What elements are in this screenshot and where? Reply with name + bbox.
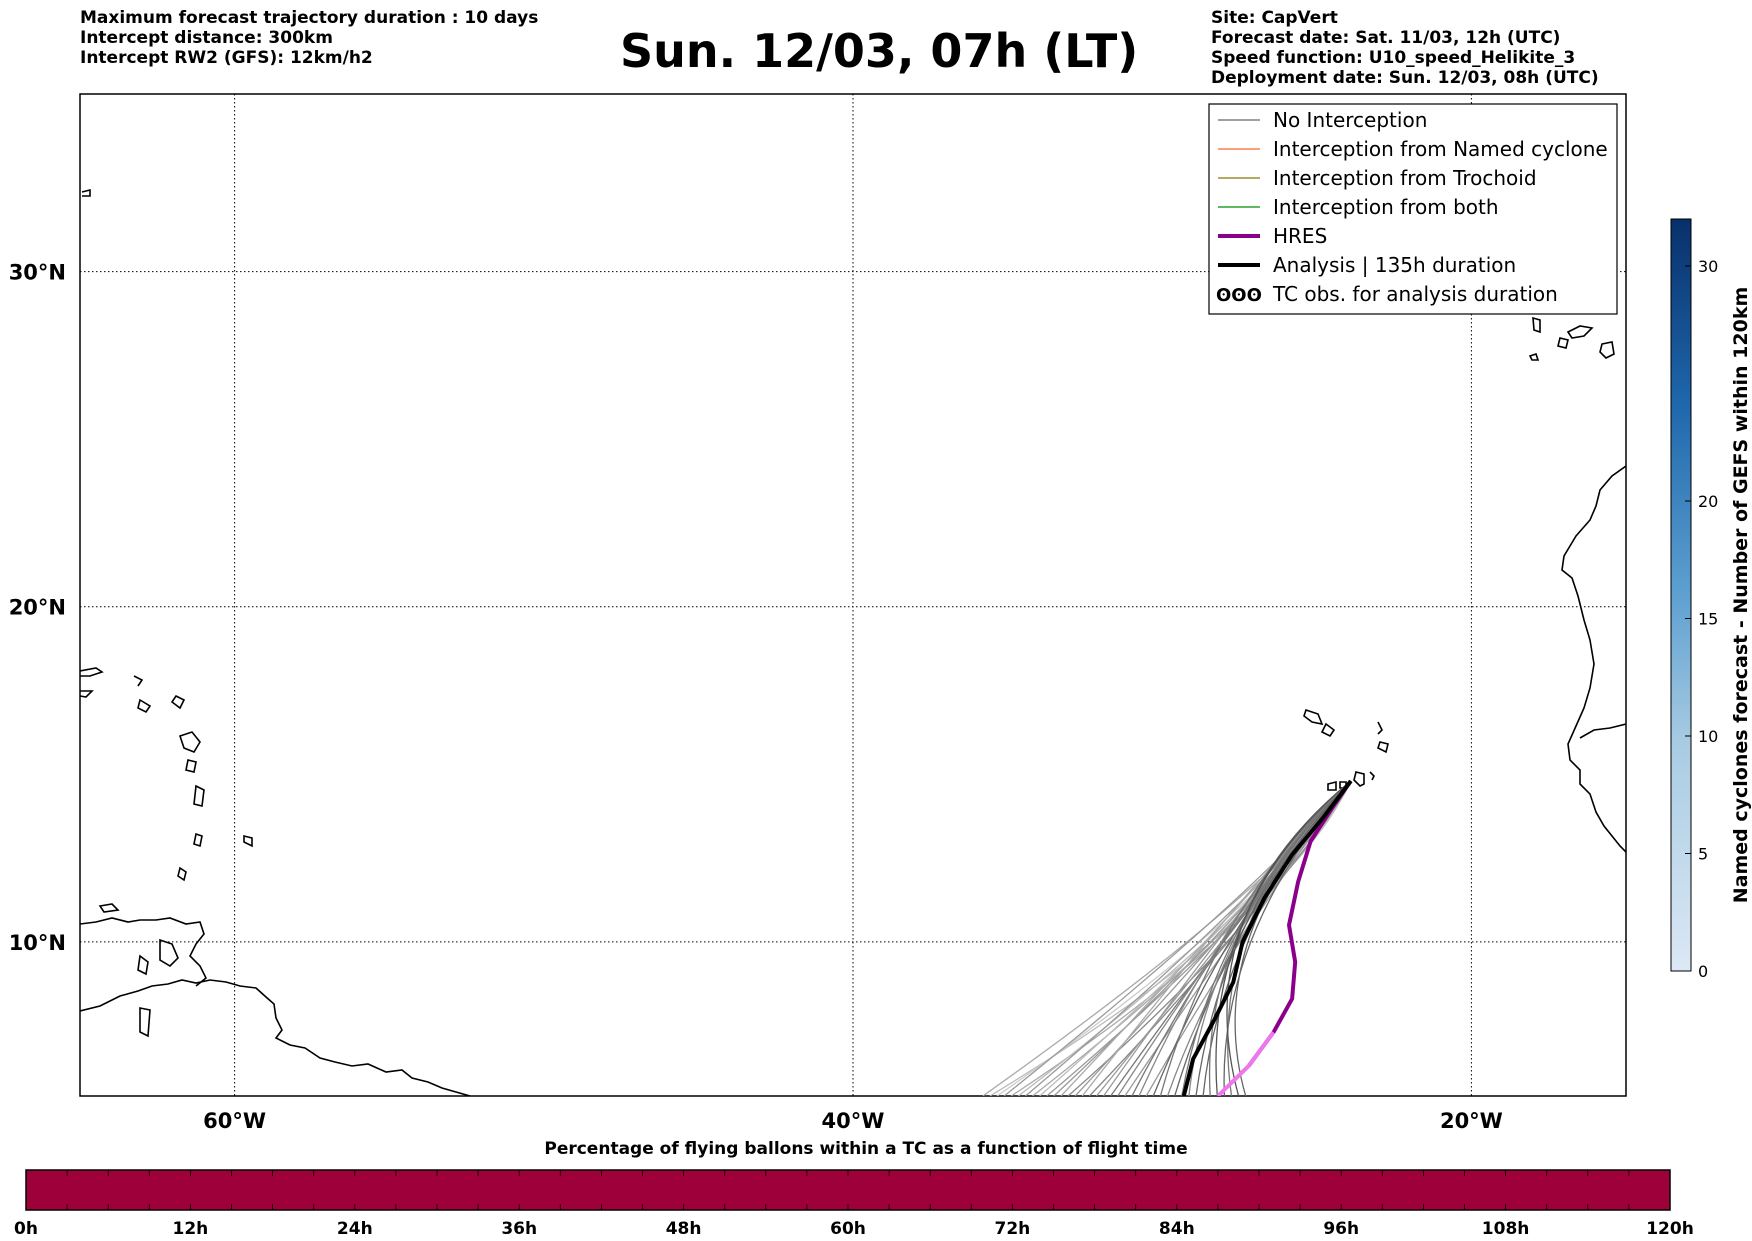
colorbar-tick-label: 10: [1698, 727, 1718, 746]
coastline-canary: [1566, 325, 1594, 339]
header-left-line: Intercept RW2 (GFS): 12km/h2: [80, 48, 373, 68]
coastline-cape-verde: [1369, 771, 1375, 781]
percentage-bar-tick-label: 36h: [501, 1219, 537, 1239]
percentage-bar-tick-label: 108h: [1482, 1219, 1530, 1239]
colorbar-tick-label: 30: [1698, 257, 1718, 276]
coastline-antilles: [170, 694, 186, 710]
percentage-bar-tick-label: 84h: [1159, 1219, 1195, 1239]
header-left-line: Intercept distance: 300km: [80, 28, 333, 48]
legend-label: Interception from Named cyclone: [1273, 137, 1608, 161]
coastline-canary: [1557, 337, 1569, 349]
legend-label: TC obs. for analysis duration: [1272, 282, 1558, 306]
coastline-cape-verde: [1303, 708, 1324, 726]
coastline-island: [98, 903, 120, 913]
legend-label: Interception from Trochoid: [1273, 166, 1537, 190]
page-title: Sun. 12/03, 07h (LT): [620, 24, 1139, 78]
coastline-cape-verde: [1327, 780, 1337, 791]
coastlines: [80, 188, 1626, 1096]
coastline-africa-bay: [1579, 723, 1626, 739]
coastline-cape-verde: [1353, 771, 1365, 787]
coastline-antilles: [193, 832, 203, 848]
colorbar-tick-label: 5: [1698, 845, 1708, 864]
legend: No Interception Interception from Named c…: [1208, 103, 1618, 315]
legend-label: Analysis | 135h duration: [1273, 253, 1516, 277]
coastline-canary: [1599, 341, 1615, 359]
hres-trajectory-tail: [1216, 1031, 1276, 1096]
coastline-venezuela: [80, 917, 208, 987]
percentage-bar-tick-label: 72h: [995, 1219, 1031, 1239]
ensemble-trajectory: [1159, 780, 1352, 1096]
header-right-line: Forecast date: Sat. 11/03, 12h (UTC): [1211, 28, 1561, 48]
latitude-label: 10°N: [9, 931, 66, 955]
coastline-antilles: [193, 784, 205, 807]
ensemble-trajectory: [1226, 780, 1352, 1096]
tc-obs-icon: ʘʘʘ: [1216, 285, 1262, 306]
percentage-bar-tick-label: 24h: [337, 1219, 373, 1239]
legend-box: [1208, 103, 1618, 315]
coastline-antilles: [178, 731, 201, 753]
colorbar-tick-label: 15: [1698, 610, 1718, 629]
coastline-antilles: [81, 188, 91, 197]
analysis-trajectory: [1181, 779, 1353, 1096]
longitude-label: 20°W: [1440, 1109, 1503, 1133]
coastline-island: [137, 954, 149, 976]
percentage-bar-tick-label: 96h: [1323, 1219, 1359, 1239]
coastline-cape-verde: [1377, 721, 1383, 735]
hres-trajectory: [1247, 779, 1353, 1067]
legend-label: Interception from both: [1273, 195, 1499, 219]
coastline-antilles: [80, 690, 94, 698]
coastline-cape-verde: [1320, 722, 1336, 738]
ensemble-trajectory: [1234, 780, 1352, 1096]
legend-label: HRES: [1273, 224, 1327, 248]
coastline-island: [139, 1007, 151, 1038]
percentage-bar-title: Percentage of flying ballons within a TC…: [544, 1139, 1187, 1159]
axis-labels: 30°N 20°N 10°N 60°W 40°W 20°W: [9, 261, 1503, 1133]
coastline-antilles: [185, 759, 197, 773]
percentage-bar: Percentage of flying ballons within a TC…: [14, 1139, 1694, 1239]
colorbar-gradient: [1670, 218, 1692, 972]
percentage-bar-tick-label: 48h: [666, 1219, 702, 1239]
longitude-label: 60°W: [203, 1109, 266, 1133]
coastline-trinidad: [159, 938, 179, 968]
legend-label: No Interception: [1273, 108, 1427, 132]
coastline-antilles: [137, 698, 152, 714]
header-left-line: Maximum forecast trajectory duration : 1…: [80, 8, 539, 28]
coastline-antilles: [80, 667, 104, 677]
header-right-line: Deployment date: Sun. 12/03, 08h (UTC): [1211, 68, 1599, 88]
percentage-bar-tick-label: 12h: [173, 1219, 209, 1239]
coastline-antilles: [243, 834, 253, 848]
header-left: Maximum forecast trajectory duration : 1…: [80, 8, 538, 68]
colorbar-tick-label: 0: [1698, 962, 1708, 981]
colorbar-tick-label: 20: [1698, 492, 1718, 511]
colorbar-label: Named cyclones forecast - Number of GEFS…: [1730, 287, 1752, 904]
longitude-label: 40°W: [822, 1109, 885, 1133]
percentage-bar-tick-label: 0h: [14, 1219, 38, 1239]
cyclone-colorbar: 0 5 10 15 20 30 Named cyclones forecast - Num…: [1670, 218, 1752, 981]
coastline-antilles: [133, 675, 144, 687]
latitude-label: 30°N: [9, 261, 66, 285]
latitude-label: 20°N: [9, 596, 66, 620]
header-right: Site: CapVert Forecast date: Sat. 11/03,…: [1211, 8, 1599, 88]
coastline-canary: [1532, 316, 1541, 334]
percentage-bar-fill: [25, 1169, 1671, 1211]
header-right-line: Speed function: U10_speed_Helikite_3: [1211, 48, 1576, 68]
coastline-canary: [1528, 352, 1540, 361]
coastline-west-africa: [1561, 465, 1626, 853]
coastline-antilles: [177, 866, 187, 882]
percentage-bar-tick-label: 120h: [1646, 1219, 1694, 1239]
coastline-cape-verde: [1377, 741, 1389, 754]
coastline-south-america: [80, 979, 471, 1096]
percentage-bar-tick-label: 60h: [830, 1219, 866, 1239]
header-right-line: Site: CapVert: [1211, 8, 1338, 28]
